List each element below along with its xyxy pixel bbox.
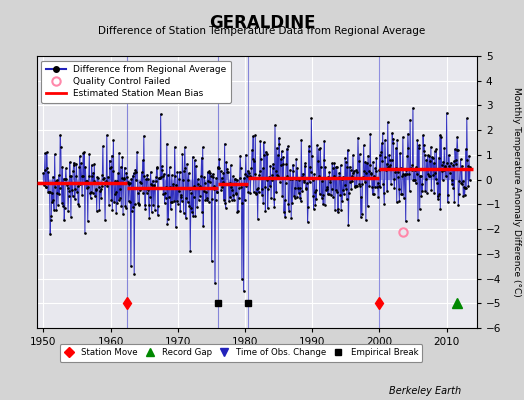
Text: GERALDINE: GERALDINE — [209, 14, 315, 32]
Legend: Difference from Regional Average, Quality Control Failed, Estimated Station Mean: Difference from Regional Average, Qualit… — [41, 60, 231, 103]
Text: Difference of Station Temperature Data from Regional Average: Difference of Station Temperature Data f… — [99, 26, 425, 36]
Text: Berkeley Earth: Berkeley Earth — [389, 386, 461, 396]
Y-axis label: Monthly Temperature Anomaly Difference (°C): Monthly Temperature Anomaly Difference (… — [512, 87, 521, 297]
Legend: Station Move, Record Gap, Time of Obs. Change, Empirical Break: Station Move, Record Gap, Time of Obs. C… — [60, 344, 422, 362]
